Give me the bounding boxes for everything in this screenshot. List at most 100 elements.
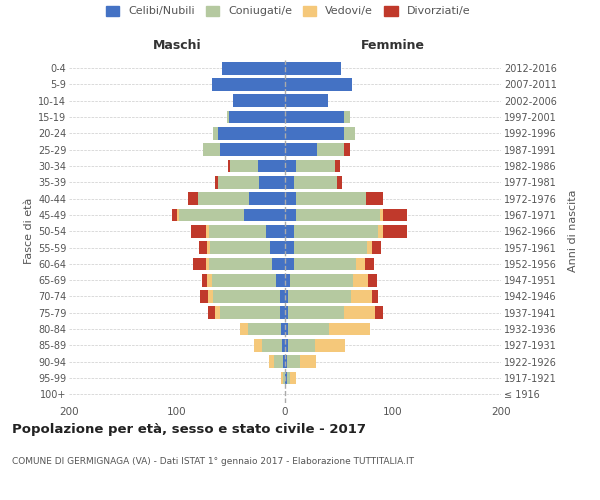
Bar <box>288 290 351 303</box>
Bar <box>200 290 208 303</box>
Bar <box>288 322 329 336</box>
Bar <box>344 127 355 140</box>
Bar <box>296 160 335 172</box>
Bar <box>335 160 340 172</box>
Bar <box>218 176 259 188</box>
Bar <box>285 94 328 107</box>
Bar <box>215 306 220 319</box>
Bar <box>208 290 212 303</box>
Bar <box>285 110 344 124</box>
Bar <box>293 241 367 254</box>
Text: Femmine: Femmine <box>361 40 425 52</box>
Bar <box>344 110 350 124</box>
Bar <box>293 225 378 237</box>
Bar <box>367 241 373 254</box>
Bar <box>209 258 272 270</box>
Bar <box>285 241 293 254</box>
Bar <box>227 110 229 124</box>
Bar <box>288 306 344 319</box>
Bar <box>220 306 280 319</box>
Bar <box>212 274 277 286</box>
Bar <box>193 258 206 270</box>
Bar <box>270 241 285 254</box>
Bar <box>317 144 344 156</box>
Bar <box>282 339 285 352</box>
Bar <box>266 225 285 237</box>
Bar <box>285 339 288 352</box>
Bar <box>283 372 285 384</box>
Bar <box>212 127 218 140</box>
Bar <box>373 290 378 303</box>
Bar <box>230 160 258 172</box>
Bar <box>203 144 220 156</box>
Bar <box>188 192 197 205</box>
Bar <box>272 258 285 270</box>
Bar <box>244 208 285 222</box>
Bar <box>212 78 285 91</box>
Legend: Celibi/Nubili, Coniugati/e, Vedovi/e, Divorziati/e: Celibi/Nubili, Coniugati/e, Vedovi/e, Di… <box>106 6 470 16</box>
Bar <box>211 241 270 254</box>
Bar <box>281 372 283 384</box>
Bar <box>296 192 366 205</box>
Bar <box>197 192 250 205</box>
Bar <box>172 208 177 222</box>
Bar <box>383 208 407 222</box>
Bar <box>202 274 207 286</box>
Bar <box>329 322 370 336</box>
Text: Maschi: Maschi <box>152 40 202 52</box>
Bar <box>285 192 296 205</box>
Bar <box>212 290 280 303</box>
Bar <box>215 176 218 188</box>
Bar <box>368 274 377 286</box>
Bar <box>293 176 337 188</box>
Bar <box>269 356 274 368</box>
Bar <box>179 208 244 222</box>
Bar <box>288 339 315 352</box>
Bar <box>218 127 285 140</box>
Bar <box>285 127 344 140</box>
Bar <box>374 306 383 319</box>
Bar <box>280 306 285 319</box>
Bar <box>315 339 346 352</box>
Bar <box>344 306 374 319</box>
Text: COMUNE DI GERMIGNAGA (VA) - Dati ISTAT 1° gennaio 2017 - Elaborazione TUTTITALIA: COMUNE DI GERMIGNAGA (VA) - Dati ISTAT 1… <box>12 458 414 466</box>
Bar <box>300 356 316 368</box>
Bar <box>353 274 368 286</box>
Bar <box>344 144 350 156</box>
Bar <box>365 258 374 270</box>
Bar <box>285 306 288 319</box>
Bar <box>290 274 353 286</box>
Bar <box>248 322 281 336</box>
Bar <box>283 356 285 368</box>
Bar <box>207 274 212 286</box>
Bar <box>383 225 407 237</box>
Bar <box>274 356 283 368</box>
Bar <box>208 306 215 319</box>
Bar <box>199 241 207 254</box>
Bar <box>296 208 380 222</box>
Bar <box>290 372 296 384</box>
Bar <box>285 208 296 222</box>
Y-axis label: Fasce di età: Fasce di età <box>23 198 34 264</box>
Bar <box>228 160 230 172</box>
Bar <box>207 241 211 254</box>
Bar <box>259 176 285 188</box>
Bar <box>285 290 288 303</box>
Bar <box>220 144 285 156</box>
Bar <box>380 208 383 222</box>
Bar <box>287 356 300 368</box>
Bar <box>223 62 285 74</box>
Bar <box>206 225 209 237</box>
Bar <box>254 339 262 352</box>
Bar <box>262 339 282 352</box>
Text: Popolazione per età, sesso e stato civile - 2017: Popolazione per età, sesso e stato civil… <box>12 422 366 436</box>
Bar <box>285 372 287 384</box>
Bar <box>373 241 381 254</box>
Bar <box>233 94 285 107</box>
Bar <box>206 258 209 270</box>
Bar <box>356 258 365 270</box>
Bar <box>351 290 373 303</box>
Bar <box>209 225 266 237</box>
Bar <box>177 208 179 222</box>
Bar <box>250 192 285 205</box>
